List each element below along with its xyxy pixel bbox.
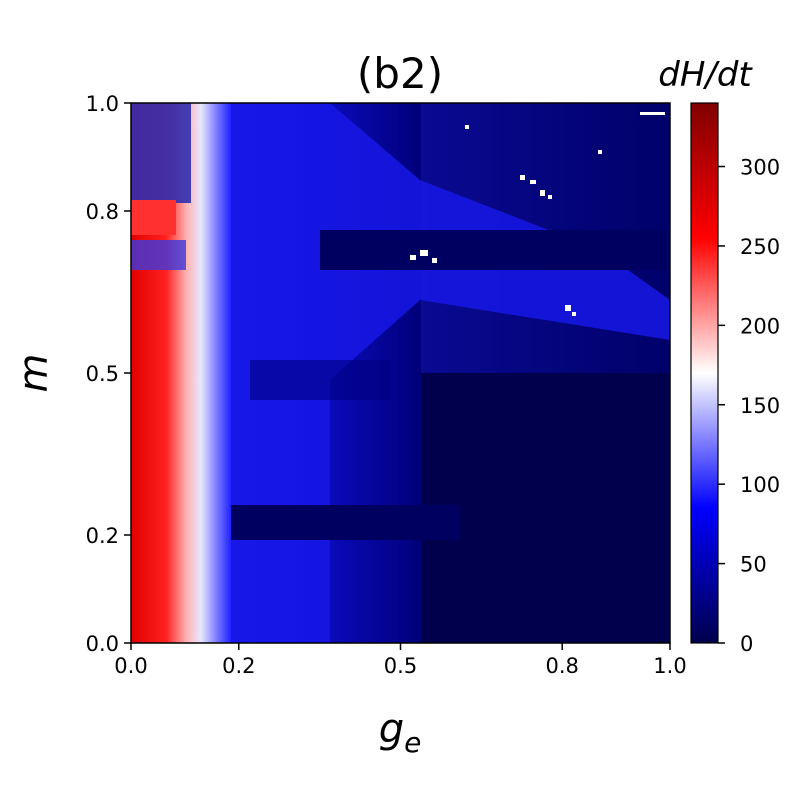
x-tick-label: 1.0 [653, 654, 686, 678]
y-axis-label: m [11, 354, 57, 393]
chart-title: (b2) [357, 49, 443, 98]
colorbar-tick-label: 100 [740, 473, 780, 497]
blue-gap [131, 240, 186, 270]
x-axis-label-subscript: e [404, 726, 421, 759]
top-left-stripes [131, 103, 191, 203]
y-tick-label: 0.0 [86, 632, 119, 656]
colorbar-ticks: 0 50 100 150 200 250 300 [718, 156, 780, 656]
x-tick-label: 0.2 [222, 654, 255, 678]
y-tick-label: 0.8 [86, 200, 119, 224]
x-tick-label: 0.5 [384, 654, 417, 678]
red-spot-upper [131, 200, 176, 235]
colorbar-tick-label: 300 [740, 156, 780, 180]
colorbar-tick-label: 0 [740, 632, 753, 656]
y-tick-label: 0.2 [86, 524, 119, 548]
x-tick-label: 0.8 [545, 654, 578, 678]
colorbar-tick-label: 50 [740, 553, 767, 577]
dark-bar-lower [200, 505, 460, 540]
x-axis-label-main: g [379, 706, 404, 752]
colorbar-label: dH/dt [658, 55, 753, 95]
white-speckles [410, 112, 665, 316]
colorbar [690, 102, 719, 644]
colorbar-tick-label: 200 [740, 314, 780, 338]
x-tick-label: 0.0 [114, 654, 147, 678]
y-tick-label: 0.5 [86, 362, 119, 386]
x-axis-label: ge [379, 706, 422, 759]
colorbar-tick-label: 250 [740, 235, 780, 259]
dark-bar-upper [320, 230, 670, 270]
x-axis-ticks: 0.0 0.2 0.5 0.8 1.0 [114, 643, 687, 678]
y-tick-label: 1.0 [86, 92, 119, 116]
y-axis-ticks: 0.0 0.2 0.5 0.8 1.0 [86, 92, 131, 656]
heatmap-area [131, 103, 670, 643]
colorbar-tick-label: 150 [740, 394, 780, 418]
dark-bar-mid [250, 360, 390, 400]
